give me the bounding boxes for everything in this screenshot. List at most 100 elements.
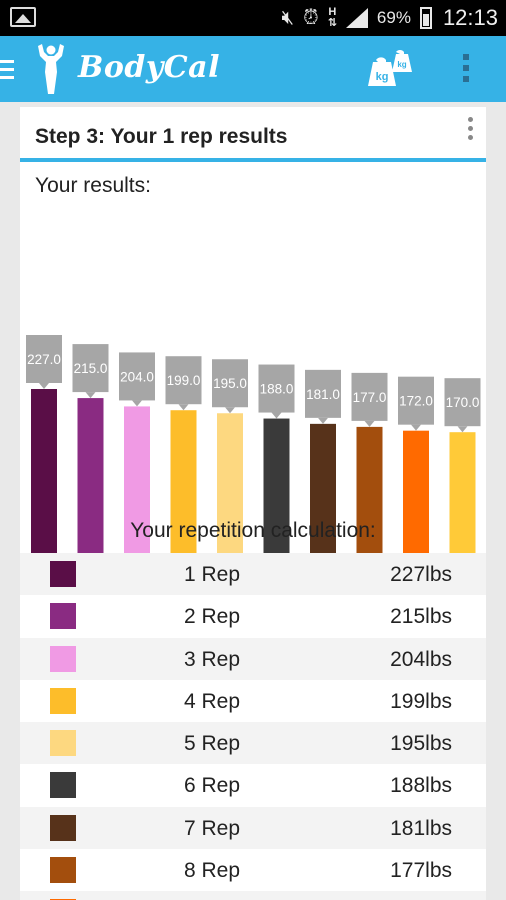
bar-value-label: 195.0: [213, 376, 247, 391]
color-swatch: [50, 772, 76, 799]
kg-weight-icon[interactable]: kg kg: [366, 50, 412, 90]
alarm-icon: ⏰︎: [303, 7, 319, 29]
bar-value-label: 227.0: [27, 352, 61, 367]
bar-value-label: 177.0: [353, 390, 387, 405]
value-tag: [212, 359, 248, 408]
value-tag-pointer: [178, 404, 189, 411]
app-title: BodyCal: [78, 50, 220, 85]
color-swatch: [50, 814, 76, 841]
clock: 12:13: [442, 5, 498, 30]
app-bar: BodyCal kg kg: [0, 36, 506, 102]
rep-name: 7 Rep: [183, 816, 241, 840]
bar-value-label: 181.0: [306, 387, 340, 402]
bodybuilder-logo-icon: [38, 44, 64, 94]
rep-value: 195lbs: [390, 732, 452, 756]
table-row: 7 Rep 181lbs: [20, 806, 486, 850]
unit-badge-large: kg: [376, 71, 389, 83]
value-tag-pointer: [39, 383, 49, 389]
calc-title: Your repetition calculation:: [130, 519, 376, 542]
value-tag: [305, 369, 341, 418]
card-menu-icon[interactable]: [466, 117, 474, 144]
card-header: Step 3: Your 1 rep results: [20, 107, 486, 162]
table-row: 6 Rep 188lbs: [20, 764, 486, 807]
rep-name: 5 Rep: [183, 732, 241, 756]
chart-bar[interactable]: [310, 423, 336, 561]
rep-name: 2 Rep: [183, 605, 241, 629]
chart-bar[interactable]: [403, 430, 429, 561]
rep-value: 188lbs: [390, 774, 452, 798]
bar-chart: 227.0 215.0 204.0 199.0 195.0 188.0 181.0 177.0…: [20, 335, 486, 569]
chart-bar[interactable]: [217, 413, 243, 561]
bar-value-label: 199.0: [167, 373, 201, 388]
value-tag-pointer: [364, 420, 375, 427]
bar-value-label: 188.0: [260, 382, 294, 397]
color-swatch: [50, 730, 76, 757]
value-tag-pointer: [457, 426, 468, 433]
chart-bar[interactable]: [31, 389, 57, 561]
card-title: Step 3: Your 1 rep results: [35, 125, 288, 148]
mute-icon: 🔇︎: [281, 7, 295, 29]
color-swatch: [50, 687, 76, 714]
chart-bar[interactable]: [170, 410, 197, 561]
chart-bar[interactable]: [449, 432, 476, 561]
value-tag: [398, 376, 434, 425]
bar-value-label: 204.0: [120, 369, 154, 384]
color-swatch: [50, 645, 76, 672]
table-row: 1 Rep 227lbs: [20, 553, 486, 596]
chart-bar[interactable]: [356, 426, 383, 561]
value-tag: [165, 356, 202, 405]
chart-bar[interactable]: [124, 406, 150, 561]
rep-name: 1 Rep: [183, 563, 241, 586]
chart-bar[interactable]: [77, 398, 104, 561]
rep-name: 6 Rep: [183, 774, 241, 798]
status-icons: 🔇︎ ⏰︎ H ⇅ 69% 12:13: [281, 0, 498, 36]
value-tag-pointer: [318, 417, 328, 424]
data-arrows-icon: H ⇅: [327, 6, 337, 29]
table-row: 8 Rep 177lbs: [20, 849, 486, 892]
battery-percent: 69%: [376, 8, 411, 27]
rep-name: 4 Rep: [183, 689, 241, 713]
overflow-menu-icon[interactable]: [462, 54, 470, 86]
chart-bar[interactable]: [263, 418, 290, 561]
rep-table: 1 Rep 227lbs 2 Rep 215lbs 3 Rep 204lbs 4 Rep 19…: [20, 553, 486, 900]
value-tag: [119, 352, 155, 401]
value-tag: [72, 344, 109, 393]
table-row: 9 Rep: [20, 891, 486, 900]
value-tag: [26, 335, 62, 383]
card-header-divider: [20, 158, 486, 162]
rep-value: 227lbs: [390, 563, 452, 586]
value-tag-pointer: [271, 412, 282, 419]
table-row: 2 Rep 215lbs: [20, 595, 486, 638]
results-card: Step 3: Your 1 rep results Your results:…: [20, 107, 486, 900]
value-tag: [258, 364, 295, 413]
value-tag-pointer: [85, 392, 96, 399]
signal-icon: [345, 8, 368, 28]
color-swatch: [50, 603, 76, 630]
table-row: 5 Rep 195lbs: [20, 722, 486, 765]
bar-value-label: 215.0: [74, 361, 108, 376]
color-swatch: [50, 857, 76, 884]
value-tag-pointer: [225, 407, 235, 414]
color-swatch: [50, 561, 76, 587]
rep-name: 8 Rep: [183, 859, 241, 883]
rep-value: 215lbs: [390, 605, 452, 629]
value-tag-pointer: [411, 424, 421, 431]
rep-name: 3 Rep: [183, 647, 241, 671]
results-label: Your results:: [35, 174, 151, 197]
battery-icon: [419, 7, 432, 29]
unit-badge-small: kg: [397, 60, 406, 69]
value-tag: [444, 378, 481, 427]
rep-value: 177lbs: [390, 859, 452, 883]
rep-value: 204lbs: [390, 647, 452, 671]
rep-value: 199lbs: [390, 689, 452, 713]
table-row: 4 Rep 199lbs: [20, 679, 486, 723]
rep-value: 181lbs: [390, 816, 452, 840]
value-tag-pointer: [132, 400, 142, 407]
image-icon: [10, 7, 36, 27]
bar-value-label: 170.0: [446, 395, 480, 410]
status-bar: 🔇︎ ⏰︎ H ⇅ 69% 12:13: [0, 0, 506, 36]
bar-value-label: 172.0: [399, 394, 433, 409]
menu-icon[interactable]: [0, 60, 14, 80]
table-row: 3 Rep 204lbs: [20, 637, 486, 680]
value-tag: [351, 372, 388, 421]
